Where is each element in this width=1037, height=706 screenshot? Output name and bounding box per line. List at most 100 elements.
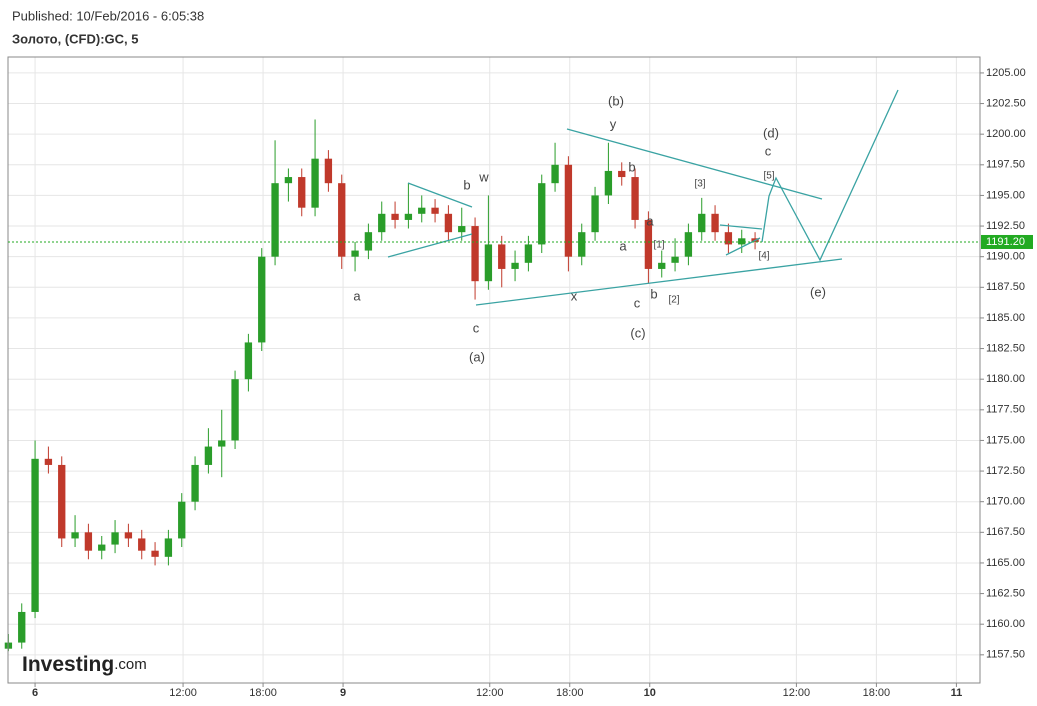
- projection: [761, 89, 899, 262]
- y-tick-label: 1185.00: [986, 312, 1025, 324]
- candle-body: [218, 440, 226, 447]
- last-price-box: [981, 234, 1033, 249]
- candle-body: [178, 501, 186, 539]
- candle-body: [431, 207, 439, 214]
- candle-body: [618, 170, 626, 178]
- candle-body: [511, 262, 519, 269]
- wave-label: a: [353, 288, 361, 303]
- candle-body: [631, 177, 639, 220]
- x-tick-label: 12:00: [783, 687, 811, 699]
- candle-body: [244, 342, 253, 380]
- wave-label: c: [473, 320, 480, 335]
- candle-body: [151, 550, 159, 557]
- candle-body: [578, 232, 586, 257]
- candle-body: [471, 226, 479, 282]
- wave-label: [3]: [694, 179, 705, 190]
- candle-body: [191, 464, 199, 502]
- y-tick-label: 1177.50: [986, 404, 1025, 416]
- candle-body: [551, 164, 559, 184]
- candle-body: [111, 532, 119, 545]
- wave-label: (b): [608, 93, 624, 108]
- plot-frame: [7, 56, 981, 684]
- y-tick-label: 1167.50: [986, 526, 1025, 538]
- y-tick-label: 1202.50: [986, 97, 1026, 109]
- watermark: Investing.com: [22, 653, 147, 676]
- wave-label: b: [463, 177, 470, 192]
- candle-body: [458, 226, 466, 233]
- y-tick-label: 1200.00: [986, 128, 1026, 140]
- brand-suffix: .com: [114, 656, 147, 673]
- wave-label: [1]: [653, 240, 664, 251]
- wave-label: (a): [469, 349, 485, 364]
- trend-line: [725, 237, 761, 256]
- x-tick-label: 11: [951, 687, 963, 699]
- candle-body: [58, 464, 66, 539]
- wave-label: a: [646, 213, 654, 228]
- candle-body: [258, 256, 266, 343]
- trend-line: [387, 233, 473, 258]
- candle-body: [604, 170, 613, 196]
- wave-label: (d): [763, 125, 779, 140]
- candle-body: [591, 195, 599, 233]
- x-tick-label: 18:00: [556, 687, 584, 699]
- candle-body: [684, 232, 693, 257]
- candle-body: [724, 232, 733, 245]
- wave-label: c: [765, 143, 772, 158]
- candle-body: [658, 262, 666, 269]
- candle-body: [271, 183, 279, 257]
- candles: [4, 119, 759, 652]
- candle-body: [18, 611, 26, 643]
- candle-body: [391, 213, 399, 220]
- wave-label: y: [610, 116, 617, 131]
- wave-label: [4]: [758, 251, 769, 262]
- y-tick-label: 1195.00: [986, 189, 1025, 201]
- candle-body: [444, 213, 453, 233]
- wave-label: a: [619, 238, 627, 253]
- y-tick-label: 1157.50: [986, 649, 1025, 661]
- trend-line: [407, 182, 473, 208]
- y-tick-label: 1180.00: [986, 373, 1025, 385]
- candle-body: [124, 532, 133, 539]
- candle-body: [311, 158, 319, 208]
- candle-body: [338, 183, 346, 257]
- wave-label: b: [628, 159, 635, 174]
- candle-body: [44, 458, 53, 465]
- wave-label: [2]: [668, 295, 679, 306]
- candle-body: [98, 544, 106, 551]
- published: Published: 10/Feb/2016 - 6:05:38: [12, 8, 204, 23]
- y-tick-label: 1172.50: [986, 465, 1025, 477]
- x-tick-label: 6: [32, 687, 38, 699]
- candle-body: [84, 532, 93, 551]
- x-tick-label: 12:00: [476, 687, 504, 699]
- candle-body: [498, 244, 506, 269]
- last-price-label: 1191.20: [986, 236, 1025, 248]
- trend-line: [566, 128, 823, 200]
- trend-line: [719, 224, 763, 230]
- candle-body: [364, 232, 373, 251]
- wave-label: w: [478, 169, 489, 184]
- candle-body: [484, 244, 493, 282]
- wave-label: (e): [810, 284, 826, 299]
- y-tick-label: 1160.00: [986, 618, 1025, 630]
- y-tick-label: 1162.50: [986, 587, 1025, 599]
- candle-body: [138, 538, 146, 551]
- candle-body: [711, 213, 719, 233]
- candle-body: [644, 219, 653, 269]
- y-tick-label: 1182.50: [986, 342, 1025, 354]
- instrument: Золото, (CFD):GC, 5: [12, 31, 138, 46]
- x-tick-label: 9: [340, 687, 346, 699]
- candle-body: [538, 183, 546, 245]
- candle-body: [738, 238, 746, 245]
- x-tick-label: 18:00: [863, 687, 891, 699]
- candle-body: [298, 177, 306, 208]
- candle-body: [418, 207, 426, 214]
- wave-label: (c): [630, 325, 645, 340]
- trend-line: [475, 258, 843, 306]
- y-tick-label: 1175.00: [986, 434, 1025, 446]
- y-tick-label: 1192.50: [986, 220, 1025, 232]
- wave-label: x: [571, 288, 578, 303]
- candle-body: [164, 538, 173, 557]
- y-tick-label: 1170.00: [986, 496, 1025, 508]
